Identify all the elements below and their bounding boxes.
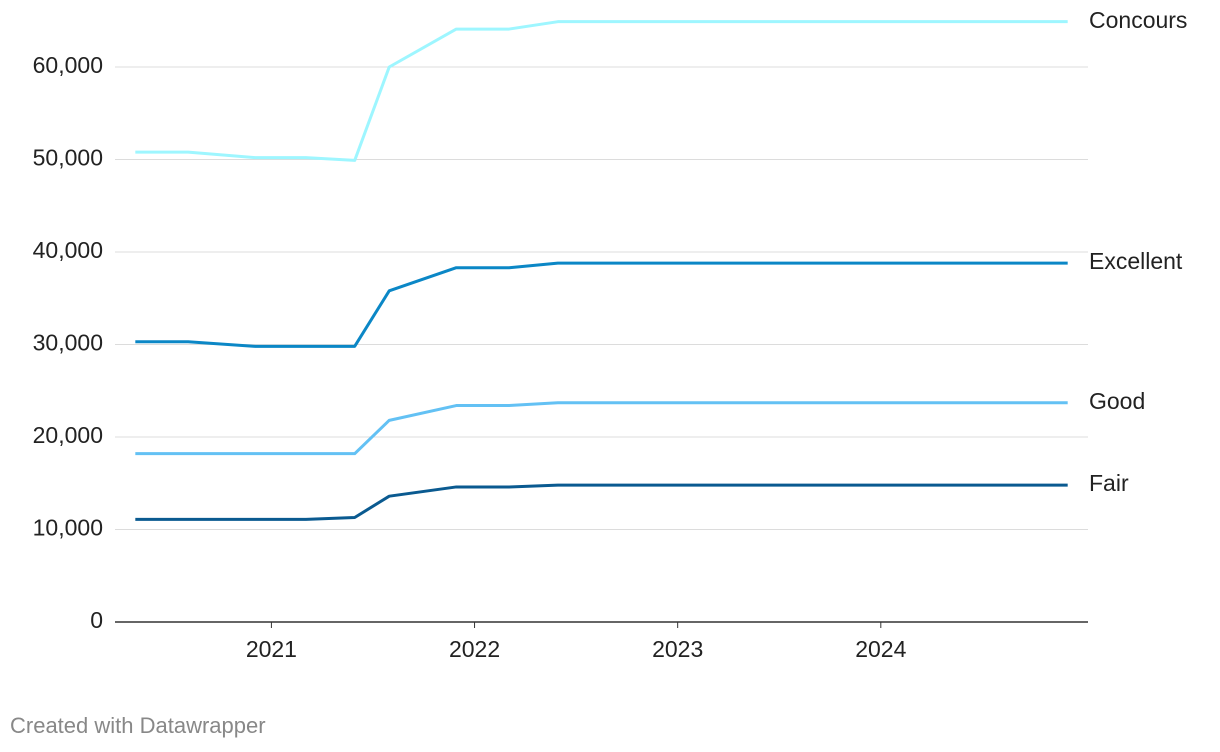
y-tick-label: 40,000 [33,237,103,263]
x-tick-label: 2022 [449,636,500,662]
credit: Created with Datawrapper [10,713,266,738]
series-line [135,483,1068,521]
y-tick-label: 60,000 [33,52,103,78]
x-tick-label: 2021 [246,636,297,662]
y-tick-label: 10,000 [33,515,103,541]
series-label: Concours [1089,7,1187,33]
y-tick-label: 50,000 [33,145,103,171]
series-label: Excellent [1089,248,1183,274]
y-tick-label: 30,000 [33,330,103,356]
series-line [135,20,1068,162]
series-line [135,261,1068,348]
series-label: Fair [1089,470,1129,496]
y-tick-label: 0 [90,607,103,633]
x-tick-label: 2024 [855,636,906,662]
series-line [135,401,1068,456]
y-tick-label: 20,000 [33,422,103,448]
x-tick-label: 2023 [652,636,703,662]
series-label: Good [1089,388,1145,414]
